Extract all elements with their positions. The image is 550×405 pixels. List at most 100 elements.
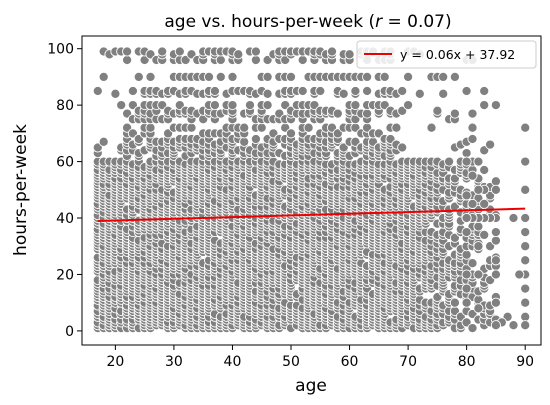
legend-box (356, 40, 537, 69)
data-point (490, 227, 501, 238)
data-point (362, 108, 373, 119)
data-point (92, 85, 103, 97)
data-point (520, 311, 531, 322)
data-point (467, 198, 478, 209)
data-point (145, 71, 156, 82)
data-point (397, 142, 408, 153)
data-point (520, 227, 531, 238)
x-tick-label: 50 (282, 354, 300, 370)
data-point (473, 303, 484, 314)
x-tick-label: 70 (399, 354, 417, 370)
data-point (362, 71, 373, 82)
y-axis-ticks: 0 20 40 60 80 100 (47, 42, 82, 340)
data-point (449, 108, 460, 119)
data-point (473, 184, 484, 195)
data-point (479, 229, 490, 240)
data-point (461, 85, 472, 97)
data-point (403, 71, 414, 82)
chart-title: age vs. hours-per-week (r = 0.07) (164, 12, 451, 32)
data-point (449, 297, 460, 308)
data-point (490, 184, 501, 195)
data-point (490, 235, 501, 246)
data-point (461, 212, 472, 224)
data-point (215, 71, 226, 82)
data-point (490, 297, 501, 308)
data-point (473, 221, 484, 232)
scatter-points (92, 46, 531, 334)
data-point (338, 88, 349, 99)
data-point (186, 122, 197, 133)
y-tick-label: 100 (47, 42, 74, 58)
data-point (122, 54, 133, 66)
data-point (227, 71, 238, 82)
data-point (332, 108, 343, 119)
data-point (397, 85, 408, 97)
data-point (110, 88, 121, 99)
data-point (379, 71, 390, 82)
data-point (520, 255, 531, 266)
data-point (490, 100, 501, 111)
data-point (520, 122, 531, 133)
legend: y = 0.06x + 37.92 (356, 40, 537, 69)
data-point (485, 139, 496, 150)
data-point (116, 100, 127, 111)
data-point (467, 133, 478, 145)
fit-line-group (97, 207, 526, 223)
x-tick-label: 90 (516, 354, 534, 370)
data-point (350, 85, 361, 97)
legend-label: y = 0.06x + 37.92 (400, 47, 515, 62)
data-point (438, 88, 449, 99)
y-tick-label: 60 (56, 155, 74, 171)
data-point (461, 227, 472, 238)
data-point (461, 249, 472, 260)
data-point (262, 88, 273, 99)
data-point (203, 71, 215, 82)
data-point (449, 71, 460, 82)
data-point (127, 85, 138, 97)
x-tick-label: 60 (341, 354, 359, 370)
data-point (250, 54, 261, 66)
data-point (467, 122, 478, 133)
data-point (350, 100, 361, 111)
data-point (508, 320, 519, 331)
data-point (239, 136, 250, 147)
data-point (467, 258, 478, 269)
data-point (490, 255, 501, 266)
data-point (514, 269, 525, 280)
data-point (461, 156, 472, 167)
data-point (297, 85, 308, 97)
data-point (520, 297, 531, 308)
data-point (285, 71, 297, 82)
data-point (262, 100, 273, 111)
x-axis-ticks: 20 30 40 50 60 70 80 90 (106, 345, 534, 370)
data-point (414, 88, 425, 99)
data-point (391, 122, 402, 133)
data-point (215, 54, 226, 66)
data-point (315, 85, 326, 97)
x-tick-label: 80 (458, 354, 476, 370)
data-point (98, 136, 109, 147)
data-point (467, 108, 478, 119)
data-point (520, 184, 531, 195)
data-point (244, 100, 256, 111)
data-point (444, 156, 455, 167)
data-point (239, 122, 250, 133)
data-point (403, 100, 414, 111)
data-point (461, 283, 472, 294)
y-tick-label: 40 (56, 211, 74, 227)
data-point (479, 85, 490, 97)
data-point (490, 320, 501, 331)
y-tick-label: 20 (56, 267, 74, 283)
data-point (490, 269, 501, 280)
data-point (426, 122, 437, 133)
data-point (461, 269, 472, 280)
x-tick-label: 40 (224, 354, 242, 370)
data-point (145, 122, 156, 133)
data-point (490, 176, 501, 187)
data-point (250, 46, 261, 57)
data-point (461, 148, 472, 159)
data-point (362, 85, 373, 97)
data-point (461, 190, 472, 201)
y-tick-label: 0 (65, 324, 74, 340)
y-axis-label: hours-per-week (11, 124, 31, 256)
